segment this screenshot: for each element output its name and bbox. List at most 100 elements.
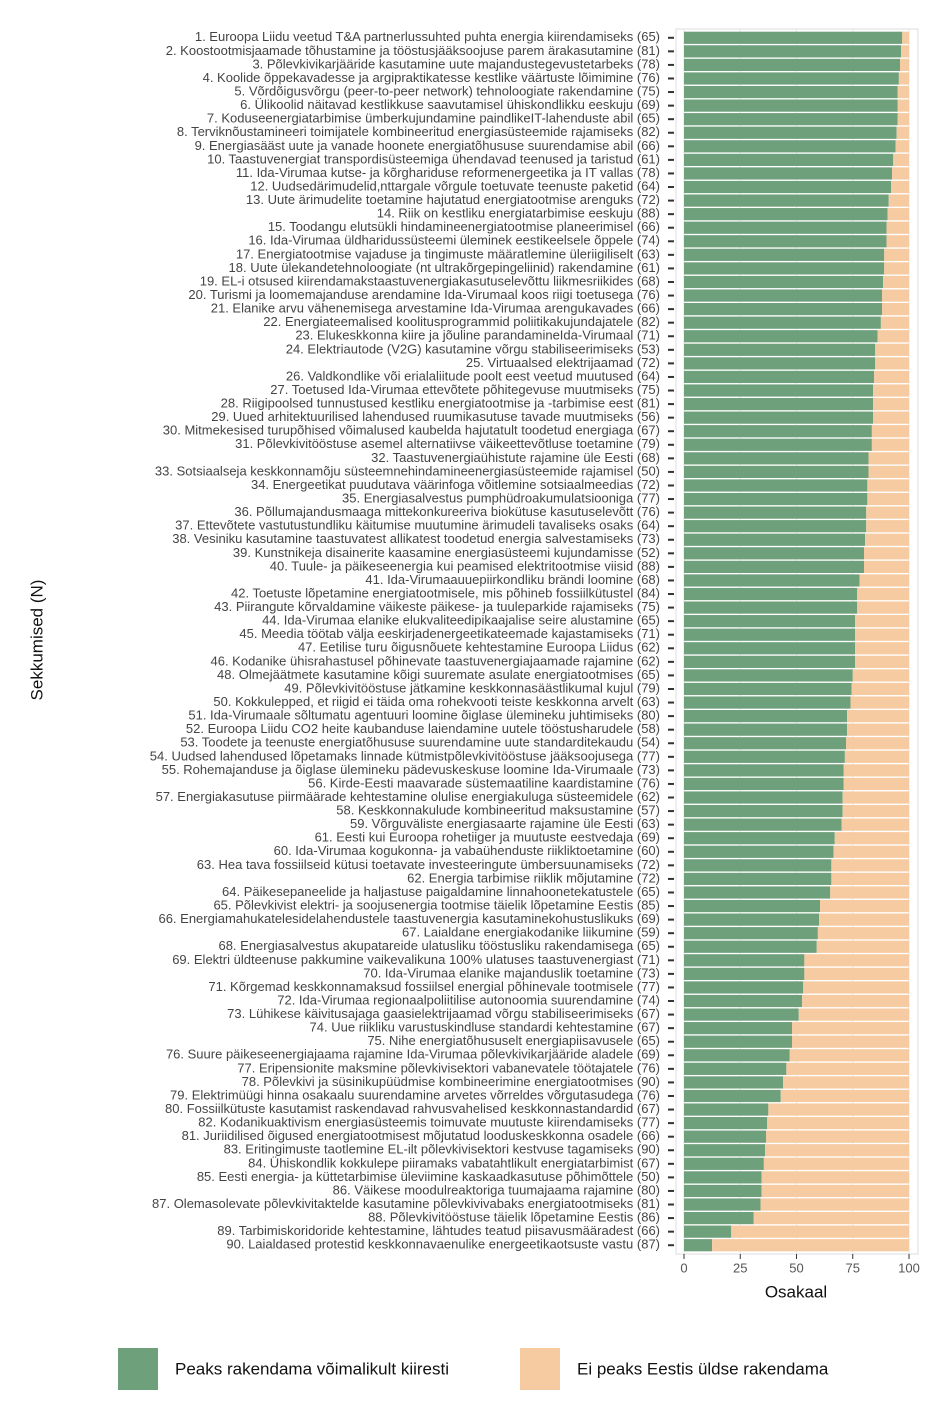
- bar-segment: [684, 452, 869, 465]
- bar-segment: [804, 954, 909, 967]
- bar-segment: [817, 927, 909, 940]
- bar-segment: [684, 58, 900, 72]
- y-tick-label: 52. Euroopa Liidu CO2 heite kaubanduse l…: [186, 721, 660, 736]
- bar-segment: [684, 357, 876, 370]
- bar-segment: [684, 99, 898, 112]
- y-tick-label: 15. Toodangu elutsükli hindamineenergiat…: [268, 219, 660, 234]
- bar-segment: [847, 710, 909, 723]
- bar-segment: [884, 262, 909, 275]
- x-tick-label: 0: [680, 1260, 687, 1275]
- bar-segment: [900, 58, 909, 72]
- bar-segment: [684, 1022, 792, 1035]
- y-tick-label: 41. Ida-Virumaauuepiirkondliku brändi lo…: [365, 572, 660, 587]
- bar-segment: [684, 180, 891, 194]
- bar-segment: [684, 1184, 762, 1198]
- y-tick-label: 12. Uudsedärimudelid,nttargale võrgule t…: [250, 178, 660, 193]
- y-tick-label: 29. Uued arhitektuurilised lahendused ru…: [211, 409, 660, 424]
- bar-segment: [684, 560, 864, 573]
- y-tick-label: 55. Rohemajanduse ja õiglase ülemineku p…: [162, 762, 660, 777]
- bar-segment: [868, 452, 909, 465]
- y-tick-label: 53. Toodete ja teenuste energiatõhususe …: [180, 735, 660, 750]
- x-tick-label: 50: [789, 1260, 803, 1275]
- bar-segment: [873, 384, 909, 397]
- bar-segment: [684, 479, 868, 492]
- bar-segment: [684, 31, 903, 44]
- bar-segment: [684, 1062, 787, 1075]
- bar-segment: [830, 886, 909, 899]
- y-tick-label: 24. Elektriautode (V2G) kasutamine võrgu…: [286, 341, 660, 356]
- y-tick-label: 86. Väikese moodulreaktoriga tuumajaama …: [333, 1182, 660, 1197]
- y-tick-label: 30. Mitmekesised turupõhised võimalused …: [163, 423, 660, 438]
- bar-segment: [684, 710, 848, 723]
- bar-segment: [816, 940, 909, 953]
- y-tick-label: 2. Koostootmisjaamade tõhustamine ja töö…: [166, 43, 660, 58]
- bar-segment: [897, 85, 909, 99]
- bar-segment: [684, 438, 872, 451]
- bar-segment: [684, 845, 834, 858]
- bar-segment: [864, 547, 909, 560]
- bar-segment: [897, 113, 909, 126]
- y-tick-label: 76. Suure päikeseenergiajaama rajamine I…: [166, 1047, 660, 1062]
- y-tick-label: 32. Taastuvenergiaühistute rajamine üle …: [371, 450, 660, 465]
- y-tick-label: 78. Põlevkivi ja süsinikupüüdmise kombin…: [242, 1074, 660, 1089]
- legend-label: Peaks rakendama võimalikult kiiresti: [175, 1359, 449, 1378]
- bar-segment: [684, 208, 888, 221]
- y-tick-label: 59. Võrguväliste energiasaarte rajamine …: [350, 816, 660, 831]
- y-tick-label: 43. Piirangute kõrvaldamine väikeste päi…: [214, 599, 660, 614]
- bar-segment: [834, 832, 909, 845]
- bar-segment: [684, 248, 885, 261]
- bar-segment: [831, 872, 909, 886]
- bar-segment: [792, 1022, 909, 1035]
- y-tick-label: 6. Ülikoolid näitavad kestlikkuse saavut…: [240, 97, 660, 112]
- y-tick-label: 62. Energia tarbimise riiklik mõjutamine…: [407, 870, 660, 885]
- y-tick-label: 82. Kodanikuaktivism energiasüsteemis to…: [198, 1115, 660, 1130]
- bar-segment: [857, 601, 909, 614]
- bar-segment: [684, 750, 845, 763]
- bar-segment: [877, 330, 909, 343]
- bar-segment: [831, 859, 909, 872]
- bar-segment: [684, 465, 869, 479]
- y-tick-label: 14. Riik on kestliku energiatarbimise ee…: [377, 206, 660, 221]
- bar-segment: [763, 1157, 909, 1170]
- y-tick-label: 34. Energeetikat puudutava väärinfoga võ…: [251, 477, 660, 492]
- bar-segment: [798, 1008, 909, 1021]
- bar-segment: [684, 262, 885, 275]
- bar-segment: [684, 1157, 764, 1170]
- bar-segment: [684, 1239, 713, 1252]
- y-tick-label: 50. Kokkulepped, et riigid ei täida oma …: [213, 694, 660, 709]
- bar-segment: [804, 967, 909, 980]
- y-tick-label: 85. Eesti energia- ja küttetarbimise üle…: [197, 1169, 660, 1184]
- bar-segment: [731, 1225, 909, 1238]
- bar-segment: [684, 682, 852, 696]
- y-tick-label: 69. Elektri üldteenuse pakkumine vaikeva…: [172, 952, 660, 967]
- bar-segment: [843, 764, 909, 777]
- y-tick-label: 9. Energiasääst uute ja vanade hoonete e…: [195, 138, 660, 153]
- bar-segment: [684, 696, 851, 709]
- y-tick-label: 37. Ettevõtete vastutustundliku käitumis…: [175, 518, 660, 533]
- bar-segment: [684, 1008, 799, 1021]
- bar-segment: [868, 465, 909, 479]
- y-tick-label: 22. Energiateemalised koolitusprogrammid…: [263, 314, 660, 329]
- y-axis-label: Sekkumised (N): [27, 580, 46, 701]
- bar-segment: [684, 1117, 768, 1130]
- bar-segment: [902, 31, 909, 44]
- bar-segment: [684, 384, 873, 397]
- y-tick-label: 79. Elektrimüügi hinna osakaalu suurenda…: [170, 1087, 660, 1102]
- y-tick-label: 21. Elanike arvu vähenemisega arvestamin…: [211, 301, 660, 316]
- bar-segment: [684, 1035, 792, 1048]
- y-tick-label: 19. EL-i otsused kiirendamakstaastuvener…: [200, 273, 660, 288]
- y-tick-label: 33. Sotsiaalseja keskkonnamõju süsteemne…: [155, 463, 660, 478]
- y-tick-label: 60. Ida-Virumaa kogukonna- ja vabaühendu…: [274, 843, 660, 858]
- bar-segment: [883, 275, 909, 289]
- y-tick-label: 28. Riigipoolsed tunnustused kestliku en…: [221, 396, 660, 411]
- bar-segment: [789, 1049, 909, 1062]
- bar-segment: [684, 1198, 761, 1211]
- bar-segment: [760, 1198, 909, 1211]
- bar-segment: [684, 85, 898, 99]
- bar-segment: [842, 804, 909, 818]
- y-tick-label: 27. Toetused Ida-Virumaa ettevõtete põhi…: [270, 382, 660, 397]
- y-tick-label: 39. Kunstnikeja disainerite kaasamine en…: [233, 545, 660, 560]
- bar-segment: [684, 967, 805, 980]
- bar-segment: [765, 1144, 909, 1157]
